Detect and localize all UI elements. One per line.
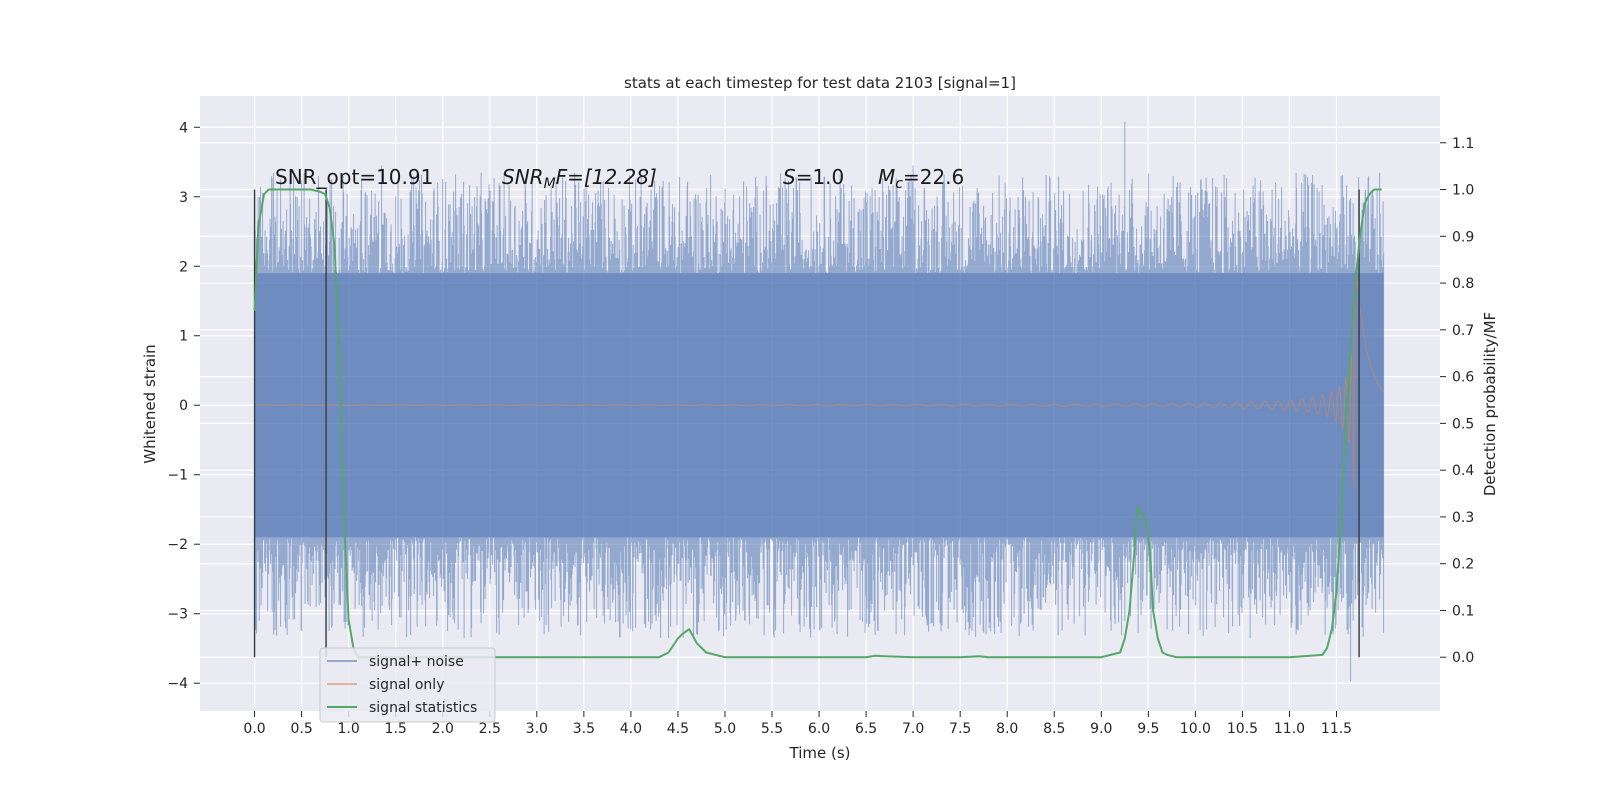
x-tick-label: 0.5 <box>290 721 312 737</box>
y2-tick-label: 0.0 <box>1452 650 1474 666</box>
y-tick-label: 3 <box>179 190 188 206</box>
annotations: SNR_opt=10.91 SNRMF=[12.28] S=1.0 Mc=22.… <box>275 165 964 192</box>
y2-axis-title: Detection probability/MF <box>1481 312 1499 496</box>
y-tick-label: −1 <box>167 468 188 484</box>
statistics-line <box>253 188 1382 659</box>
x-tick-label: 0.0 <box>243 721 265 737</box>
y2-tick-label: 1.0 <box>1452 183 1474 199</box>
y2-tick-label: 0.8 <box>1452 276 1474 292</box>
y2-tick-label: 0.2 <box>1452 557 1474 573</box>
annotation-snr-mf-main: SNR <box>502 165 544 189</box>
y-tick-label: 2 <box>179 259 188 275</box>
annotation-s-rest: =1.0 <box>796 165 845 189</box>
annotation-snr-mf: SNRMF=[12.28] <box>502 165 657 192</box>
x-tick-label: 10.5 <box>1227 721 1258 737</box>
x-tick-label: 11.0 <box>1274 721 1305 737</box>
x-tick-label: 9.0 <box>1090 721 1112 737</box>
x-tick-label: 1.5 <box>385 721 407 737</box>
y2-tick-label: 0.4 <box>1452 463 1474 479</box>
x-tick-label: 7.5 <box>949 721 971 737</box>
x-tick-label: 9.5 <box>1137 721 1159 737</box>
x-tick-label: 8.5 <box>1043 721 1065 737</box>
y2-tick-label: 1.1 <box>1452 136 1474 152</box>
legend-label-signal-statistics: signal statistics <box>369 700 477 716</box>
y-axis-title: Whitened strain <box>141 344 159 463</box>
x-tick-label: 6.0 <box>808 721 830 737</box>
y-tick-label: 4 <box>179 120 188 136</box>
annotation-mc-sub: c <box>895 176 903 192</box>
tick-labels: 0.0 0.5 1.0 1.5 2.0 2.5 3.0 3.5 4.0 4.5 5.0 5.5 6.0 6… <box>167 120 1474 737</box>
x-tick-label: 4.0 <box>620 721 642 737</box>
annotation-snr-mf-sub: M <box>544 176 556 192</box>
annotation-mc-rest: =22.6 <box>903 165 964 189</box>
legend-label-signal-noise: signal+ noise <box>369 654 464 670</box>
x-tick-label: 3.0 <box>526 721 548 737</box>
y-tick-label: −3 <box>167 607 188 623</box>
annotation-mc: Mc=22.6 <box>878 165 964 192</box>
y-tick-label: 0 <box>179 398 188 414</box>
x-tick-label: 2.0 <box>432 721 454 737</box>
y2-tick-label: 0.5 <box>1452 416 1474 432</box>
x-tick-label: 5.5 <box>761 721 783 737</box>
y2-tick-label: 0.6 <box>1452 370 1474 386</box>
series-signal-only <box>254 276 1384 489</box>
annotation-snr-opt: SNR_opt=10.91 <box>275 165 433 189</box>
x-tick-label: 1.0 <box>338 721 360 737</box>
y2-tick-label: 0.9 <box>1452 229 1474 245</box>
x-tick-label: 3.5 <box>573 721 595 737</box>
x-tick-label: 8.0 <box>996 721 1018 737</box>
annotation-s-main: S <box>783 165 796 189</box>
signal-trace <box>254 276 1384 489</box>
annotation-mc-main: M <box>878 165 895 189</box>
annotation-s: S=1.0 <box>783 165 844 189</box>
annotation-snr-mf-rest: F=[12.28] <box>556 165 657 189</box>
chart-title: stats at each timestep for test data 210… <box>624 74 1016 92</box>
x-tick-label: 11.5 <box>1321 721 1352 737</box>
x-tick-label: 4.5 <box>667 721 689 737</box>
y-tick-label: 1 <box>179 329 188 345</box>
legend: signal+ noise signal only signal statist… <box>319 647 496 723</box>
x-axis-title: Time (s) <box>789 744 851 762</box>
x-tick-label: 2.5 <box>479 721 501 737</box>
y-tick-label: −2 <box>167 537 188 553</box>
vertical-markers <box>253 189 1360 658</box>
y2-tick-label: 0.3 <box>1452 510 1474 526</box>
legend-box <box>319 647 496 723</box>
x-tick-label: 7.0 <box>902 721 924 737</box>
y2-tick-label: 0.1 <box>1452 603 1474 619</box>
x-tick-label: 6.5 <box>855 721 877 737</box>
y-tick-label: −4 <box>167 676 188 692</box>
y2-tick-label: 0.7 <box>1452 323 1474 339</box>
x-tick-label: 5.0 <box>714 721 736 737</box>
x-tick-label: 10.0 <box>1180 721 1211 737</box>
series-signal-statistics <box>253 188 1382 659</box>
legend-label-signal-only: signal only <box>369 677 444 693</box>
